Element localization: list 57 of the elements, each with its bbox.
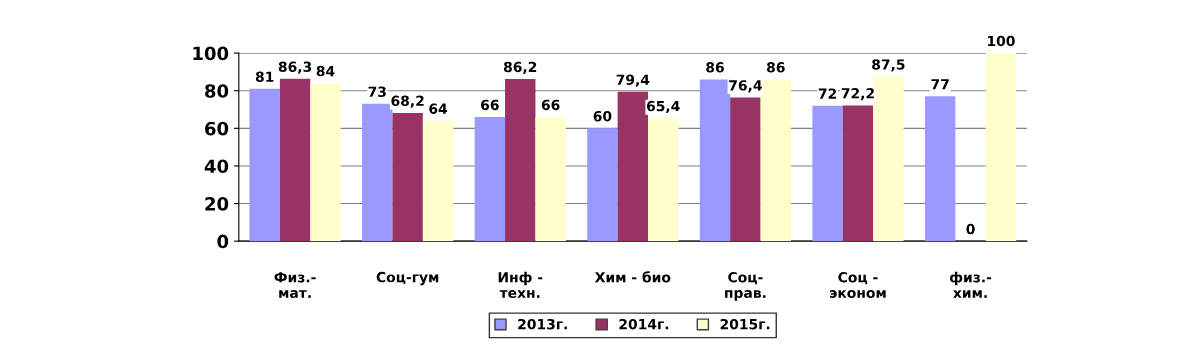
bar <box>842 105 874 242</box>
data-label: 86 <box>706 62 724 73</box>
legend-label: 2013г. <box>518 318 567 330</box>
data-label: 64 <box>429 103 448 114</box>
legend-label: 2015г. <box>720 318 770 330</box>
data-label: 84 <box>316 65 335 77</box>
data-label: 60 <box>593 110 612 122</box>
data-label: 66 <box>541 99 560 111</box>
bar <box>648 118 679 242</box>
y-tick-label: 0 <box>217 234 229 249</box>
bar <box>310 83 341 242</box>
legend-label: 2014г. <box>619 318 669 330</box>
bar <box>617 91 649 242</box>
data-label: 81 <box>255 71 274 82</box>
bar <box>924 96 956 242</box>
x-tick-label: Соц - эконом <box>830 271 886 299</box>
data-label: 86,2 <box>503 61 537 74</box>
data-label: 72 <box>818 88 837 99</box>
bar <box>505 79 536 242</box>
data-label: 72,2 <box>841 88 874 101</box>
x-tick-label: Физ.- мат. <box>274 272 316 299</box>
data-label: 73 <box>368 86 386 98</box>
y-tick-label: 100 <box>193 46 229 61</box>
data-label: 79,4 <box>616 74 650 87</box>
data-label: 0 <box>966 223 975 235</box>
x-tick-label: Инф - техн. <box>498 271 543 299</box>
y-tick-label: 20 <box>205 197 229 211</box>
bar <box>699 79 731 242</box>
x-tick-label: физ.- хим. <box>950 271 992 298</box>
y-tick-label: 60 <box>205 121 229 136</box>
bar <box>474 117 506 242</box>
y-tick-label: 80 <box>205 84 229 98</box>
bar <box>730 97 761 242</box>
data-label: 100 <box>988 35 1015 47</box>
bar <box>587 128 618 242</box>
data-label: 87,5 <box>872 59 905 72</box>
bar <box>873 76 904 242</box>
bar <box>279 78 311 242</box>
data-label: 86 <box>766 62 785 73</box>
data-label: 76,4 <box>729 80 762 93</box>
data-label: 66 <box>481 99 499 111</box>
data-label: 68,2 <box>391 95 424 108</box>
data-label: 86,3 <box>278 61 312 74</box>
x-tick-label: Хим - био <box>594 271 671 283</box>
bar <box>392 112 423 242</box>
bar <box>249 88 280 242</box>
data-label: 77 <box>931 79 949 90</box>
bar <box>422 120 454 242</box>
x-tick-label: Соц- прав. <box>725 271 766 301</box>
bar <box>535 117 566 242</box>
data-label: 65,4 <box>646 100 680 114</box>
bar <box>812 105 843 242</box>
x-tick-label: Соц-гум <box>376 271 439 286</box>
bar <box>985 53 1017 242</box>
bar <box>760 79 791 242</box>
y-tick-label: 40 <box>204 159 229 174</box>
bar <box>362 103 393 242</box>
